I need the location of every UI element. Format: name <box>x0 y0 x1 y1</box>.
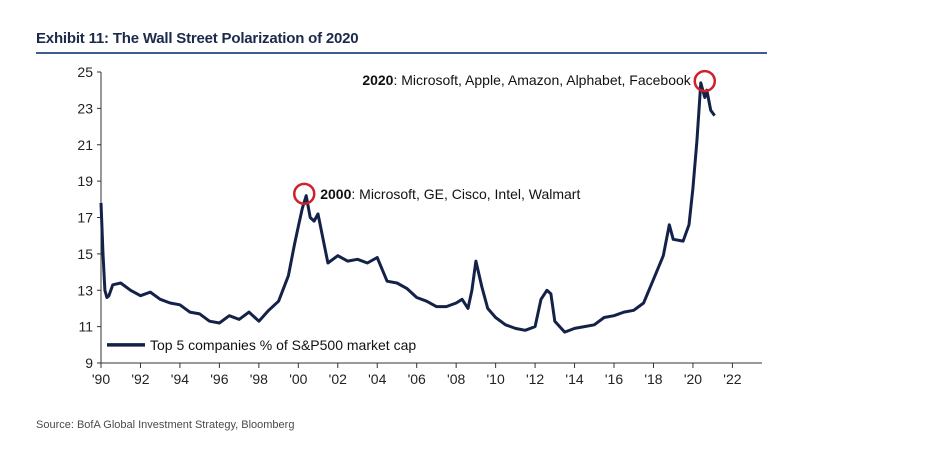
annotation-label: 2020: Microsoft, Apple, Amazon, Alphabet… <box>362 72 691 88</box>
x-tick-label: '06 <box>408 371 426 387</box>
x-tick-label: '08 <box>447 371 465 387</box>
y-tick-label: 21 <box>77 137 93 153</box>
annotation-circle <box>693 69 717 93</box>
title-rule <box>36 52 767 54</box>
x-tick-label: '12 <box>526 371 544 387</box>
annotation-circle <box>292 182 316 206</box>
y-tick-label: 11 <box>78 319 93 335</box>
annotation-label: 2000: Microsoft, GE, Cisco, Intel, Walma… <box>320 186 580 202</box>
series-line <box>99 81 716 334</box>
y-tick-label: 19 <box>77 173 93 189</box>
y-tick-label: 9 <box>85 355 93 371</box>
annotation-year: 2020 <box>362 72 393 88</box>
x-tick-label: '16 <box>605 371 623 387</box>
x-tick-label: '00 <box>289 371 307 387</box>
y-tick-label: 25 <box>77 64 93 80</box>
x-tick-label: '02 <box>329 371 347 387</box>
x-tick-label: '94 <box>171 371 189 387</box>
y-tick-label: 13 <box>77 282 93 298</box>
plot-area <box>99 81 716 334</box>
x-tick-label: '04 <box>368 371 386 387</box>
x-tick-label: '96 <box>210 371 228 387</box>
y-tick-label: 23 <box>77 100 93 116</box>
annotation-companies: : Microsoft, GE, Cisco, Intel, Walmart <box>351 186 580 202</box>
chart-source: Source: BofA Global Investment Strategy,… <box>36 419 295 431</box>
annotations: 2000: Microsoft, GE, Cisco, Intel, Walma… <box>292 69 717 206</box>
x-tick-label: '92 <box>131 371 149 387</box>
annotation-year: 2000 <box>320 186 351 202</box>
annotation-companies: : Microsoft, Apple, Amazon, Alphabet, Fa… <box>393 72 691 88</box>
x-tick-label: '98 <box>250 371 268 387</box>
x-tick-label: '90 <box>92 371 110 387</box>
x-tick-label: '20 <box>684 371 702 387</box>
x-tick-label: '10 <box>487 371 505 387</box>
y-tick-label: 15 <box>77 246 93 262</box>
legend: Top 5 companies % of S&P500 market cap <box>107 337 416 353</box>
x-tick-label: '14 <box>565 371 583 387</box>
axes: 9 11 13 15 17 19 21 23 25 '90 '92 '94 '96 '98 '00 '02 '0… <box>77 64 762 387</box>
x-tick-label: '18 <box>644 371 662 387</box>
y-tick-label: 17 <box>77 210 93 226</box>
x-tick-label: '22 <box>723 371 741 387</box>
legend-label: Top 5 companies % of S&P500 market cap <box>150 337 416 353</box>
chart-title: Exhibit 11: The Wall Street Polarization… <box>36 30 359 47</box>
